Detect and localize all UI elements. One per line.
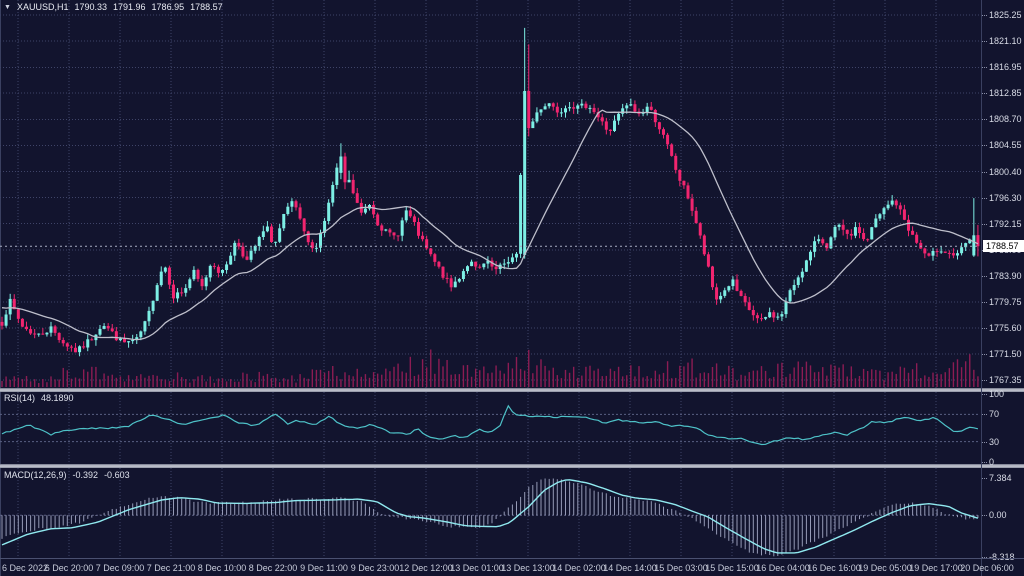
macd-level-label: 0.00 [989, 510, 1007, 520]
axis-tick-mark [982, 380, 987, 381]
time-axis-label: 12 Dec 12:00 [399, 563, 453, 573]
price-tick-label: 1796.30 [989, 193, 1022, 203]
time-axis-label: 14 Dec 14:00 [603, 563, 657, 573]
chart-title: ▼ XAUUSD,H1 1790.33 1791.96 1786.95 1788… [4, 2, 223, 12]
price-axis: 1825.25 1821.10 1816.95 1812.85 1808.70 1804.… [981, 0, 1024, 576]
time-axis-label: 8 Dec 10:00 [197, 563, 247, 573]
price-tick-label: 1825.25 [989, 10, 1022, 20]
price-tick-label: 1775.60 [989, 323, 1022, 333]
time-axis-label: 9 Dec 11:00 [300, 563, 348, 573]
price-tick-label: 1816.95 [989, 62, 1022, 72]
rsi-level-label: 30 [989, 437, 1000, 447]
time-axis-label: 7 Dec 21:00 [146, 563, 196, 573]
axis-tick-mark [982, 354, 987, 355]
rsi-grid [17, 392, 937, 464]
axis-tick-mark [982, 119, 987, 120]
macd-level-label: -8.318 [989, 552, 1015, 562]
axis-tick-mark [982, 442, 987, 443]
rsi-plot[interactable] [0, 392, 981, 464]
price-tick-label: 1792.15 [989, 219, 1022, 229]
axis-tick-mark [982, 462, 987, 463]
ohlc-high: 1791.96 [113, 2, 146, 12]
axis-tick-mark [982, 394, 987, 395]
time-axis-label: 13 Dec 01:00 [450, 563, 504, 573]
rsi-value: 48.1890 [41, 393, 74, 403]
time-axis-label: 19 Dec 05:00 [858, 563, 912, 573]
macd-level-label: 7.384 [989, 473, 1012, 483]
ohlc-close: 1788.57 [190, 2, 223, 12]
price-tick-label: 1800.40 [989, 167, 1022, 177]
symbol-dropdown-icon[interactable]: ▼ [4, 3, 11, 11]
time-axis-label: 6 Dec 20:00 [44, 563, 94, 573]
rsi-level-label: 70 [989, 409, 1000, 419]
axis-tick-mark [982, 557, 987, 558]
macd-indicator-label: MACD(12,26,9) -0.392 -0.603 [4, 470, 130, 480]
time-axis-label: 19 Dec 17:00 [909, 563, 963, 573]
axis-tick-mark [982, 302, 987, 303]
price-tick-label: 1812.85 [989, 88, 1022, 98]
time-axis-label: 9 Dec 23:00 [350, 563, 400, 573]
ohlc-low: 1786.95 [151, 2, 185, 12]
time-axis-label: 16 Dec 16:00 [807, 563, 861, 573]
axis-tick-mark [982, 145, 987, 146]
axis-tick-mark [982, 67, 987, 68]
axis-tick-mark [982, 328, 987, 329]
panel-separator-rsi[interactable] [0, 388, 1024, 392]
price-tick-label: 1821.10 [989, 36, 1022, 46]
axis-tick-mark [982, 198, 987, 199]
macd-signal-value: -0.603 [104, 470, 130, 480]
volume-layer [1, 349, 979, 387]
ohlc-open: 1790.33 [74, 2, 107, 12]
axis-tick-mark [982, 93, 987, 94]
window-frame [0, 0, 1, 576]
rsi-name: RSI(14) [4, 393, 36, 403]
price-tick-label: 1783.90 [989, 271, 1022, 281]
ma-line [1, 109, 979, 341]
rsi-line [1, 404, 979, 446]
axis-tick-mark [982, 276, 987, 277]
time-axis-label: 14 Dec 02:00 [552, 563, 606, 573]
time-axis: 6 Dec 2022 6 Dec 20:00 7 Dec 09:00 7 Dec 21… [0, 558, 1024, 576]
macd-name: MACD(12,26,9) [4, 470, 67, 480]
time-axis-label: 15 Dec 03:00 [654, 563, 708, 573]
axis-tick-mark [982, 515, 987, 516]
axis-tick-mark [982, 172, 987, 173]
candles-layer [0, 27, 980, 357]
price-tick-label: 1808.70 [989, 114, 1022, 124]
time-axis-label: 20 Dec 06:00 [960, 563, 1014, 573]
rsi-level-label: 100 [989, 389, 1005, 399]
axis-tick-mark [982, 15, 987, 16]
price-tick-label: 1779.75 [989, 297, 1022, 307]
price-tick-label: 1767.35 [989, 375, 1022, 385]
current-price-label: 1788.57 [983, 240, 1024, 252]
time-axis-label: 6 Dec 2022 [2, 563, 49, 573]
time-axis-label: 15 Dec 15:00 [705, 563, 759, 573]
chart-grid [0, 0, 980, 388]
time-axis-label: 13 Dec 13:00 [501, 563, 555, 573]
macd-plot[interactable] [0, 468, 981, 558]
time-axis-label: 16 Dec 04:00 [756, 563, 810, 573]
axis-tick-mark [982, 478, 987, 479]
time-axis-label: 8 Dec 22:00 [248, 563, 298, 573]
macd-histogram [1, 478, 979, 557]
rsi-indicator-label: RSI(14) 48.1890 [4, 393, 74, 403]
panel-separator-macd[interactable] [0, 464, 1024, 468]
axis-tick-mark [982, 41, 987, 42]
axis-tick-mark [982, 414, 987, 415]
price-tick-label: 1804.55 [989, 140, 1022, 150]
axis-tick-mark [982, 224, 987, 225]
macd-signal-line [1, 479, 979, 554]
price-tick-label: 1771.50 [989, 349, 1022, 359]
candlestick-plot[interactable] [0, 0, 981, 388]
time-axis-label: 7 Dec 09:00 [95, 563, 145, 573]
rsi-level-label: 0 [989, 457, 995, 467]
macd-value: -0.392 [72, 470, 99, 480]
symbol-timeframe: XAUUSD,H1 [16, 2, 69, 12]
